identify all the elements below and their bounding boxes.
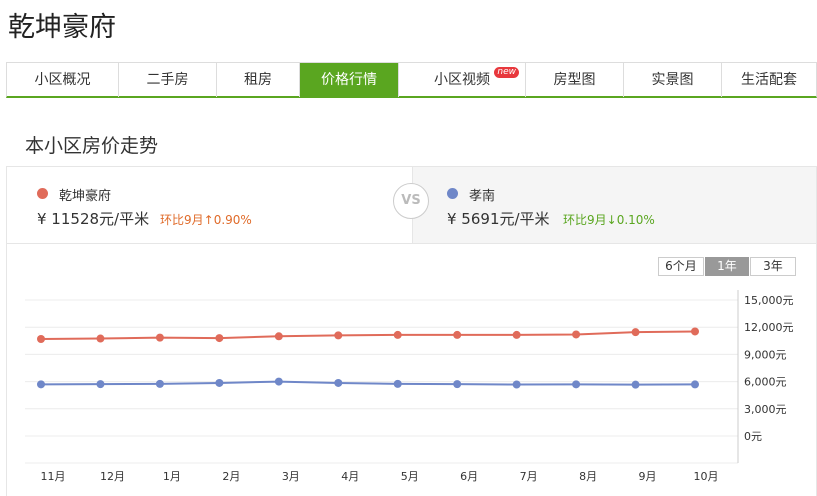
data-point[interactable]: [691, 327, 699, 336]
x-tick-label: 12月: [100, 470, 125, 483]
tab-label: 生活配套: [741, 72, 797, 88]
x-tick-label: 11月: [41, 470, 66, 483]
x-tick-label: 8月: [579, 470, 597, 483]
district-change: 环比9月↓0.10%: [563, 213, 655, 227]
x-tick-label: 5月: [401, 470, 419, 483]
data-point[interactable]: [691, 380, 699, 389]
y-tick-label: 6,000元: [744, 376, 787, 389]
data-point[interactable]: [96, 334, 105, 343]
tab-label: 租房: [244, 72, 272, 88]
data-point[interactable]: [215, 334, 224, 343]
data-point[interactable]: [572, 380, 581, 389]
data-point[interactable]: [453, 330, 462, 339]
range-1-year[interactable]: 1年: [705, 257, 749, 276]
data-point[interactable]: [631, 380, 640, 389]
data-point[interactable]: [37, 380, 45, 389]
tab-price-trend[interactable]: 价格行情: [300, 63, 399, 97]
tab-bar: 小区概况 二手房 租房 价格行情 小区视频 new 房型图 实景图 生活配套: [6, 62, 817, 98]
data-point[interactable]: [96, 380, 105, 389]
x-tick-label: 3月: [282, 470, 300, 483]
new-badge: new: [494, 67, 519, 78]
tab-overview[interactable]: 小区概况: [7, 63, 119, 97]
data-point[interactable]: [393, 379, 402, 388]
x-tick-label: 1月: [163, 470, 181, 483]
tab-label: 二手房: [146, 72, 189, 88]
range-6-months[interactable]: 6个月: [658, 257, 704, 276]
data-point[interactable]: [393, 330, 402, 339]
data-point[interactable]: [155, 379, 164, 388]
x-tick-label: 6月: [460, 470, 478, 483]
legend-dot: [37, 188, 48, 199]
data-point[interactable]: [453, 380, 462, 389]
vs-badge: VS: [393, 183, 429, 219]
tab-amenities[interactable]: 生活配套: [722, 63, 816, 97]
legend-dot: [447, 188, 458, 199]
data-point[interactable]: [631, 328, 640, 337]
compare-community: 乾坤豪府 ¥ 11528元/平米 环比9月↑0.90%: [7, 167, 412, 243]
y-tick-label: 3,000元: [744, 403, 787, 416]
data-point[interactable]: [512, 330, 521, 339]
data-point[interactable]: [155, 333, 164, 342]
community-price: ¥ 11528元/平米: [37, 210, 150, 228]
x-tick-label: 10月: [694, 470, 719, 483]
tab-secondhand[interactable]: 二手房: [119, 63, 217, 97]
section-title: 本小区房价走势: [25, 135, 159, 157]
price-compare: 乾坤豪府 ¥ 11528元/平米 环比9月↑0.90% 孝南 ¥ 5691元/平…: [6, 166, 817, 244]
tab-label: 小区视频: [434, 72, 490, 88]
series-line: [40, 380, 696, 386]
y-tick-label: 12,000元: [744, 321, 794, 334]
data-point[interactable]: [512, 380, 521, 389]
x-tick-label: 4月: [341, 470, 359, 483]
community-change: 环比9月↑0.90%: [160, 213, 252, 227]
data-point[interactable]: [334, 331, 343, 340]
tab-label: 小区概况: [34, 72, 91, 88]
y-tick-label: 15,000元: [744, 294, 794, 307]
district-price: ¥ 5691元/平米: [447, 210, 550, 228]
range-3-years[interactable]: 3年: [750, 257, 796, 276]
district-name: 孝南: [469, 189, 496, 204]
data-point[interactable]: [334, 378, 343, 387]
x-tick-label: 9月: [639, 470, 657, 483]
tab-video[interactable]: 小区视频 new: [399, 63, 526, 97]
data-point[interactable]: [215, 378, 224, 387]
y-tick-label: 0元: [744, 430, 762, 443]
tab-label: 房型图: [553, 72, 596, 88]
compare-district: 孝南 ¥ 5691元/平米 环比9月↓0.10%: [412, 167, 816, 243]
data-point[interactable]: [572, 330, 581, 339]
tab-rent[interactable]: 租房: [217, 63, 300, 97]
tab-photos[interactable]: 实景图: [624, 63, 722, 97]
tab-label: 价格行情: [321, 72, 377, 88]
data-point[interactable]: [274, 332, 283, 341]
data-point[interactable]: [274, 377, 283, 386]
page-title: 乾坤豪府: [8, 12, 116, 43]
series-line: [40, 330, 696, 340]
y-tick-label: 9,000元: [744, 348, 787, 361]
community-name: 乾坤豪府: [59, 189, 112, 204]
x-tick-label: 2月: [222, 470, 240, 483]
data-point[interactable]: [37, 334, 45, 343]
tab-floorplan[interactable]: 房型图: [526, 63, 624, 97]
tab-label: 实景图: [651, 72, 694, 88]
x-tick-label: 7月: [520, 470, 538, 483]
